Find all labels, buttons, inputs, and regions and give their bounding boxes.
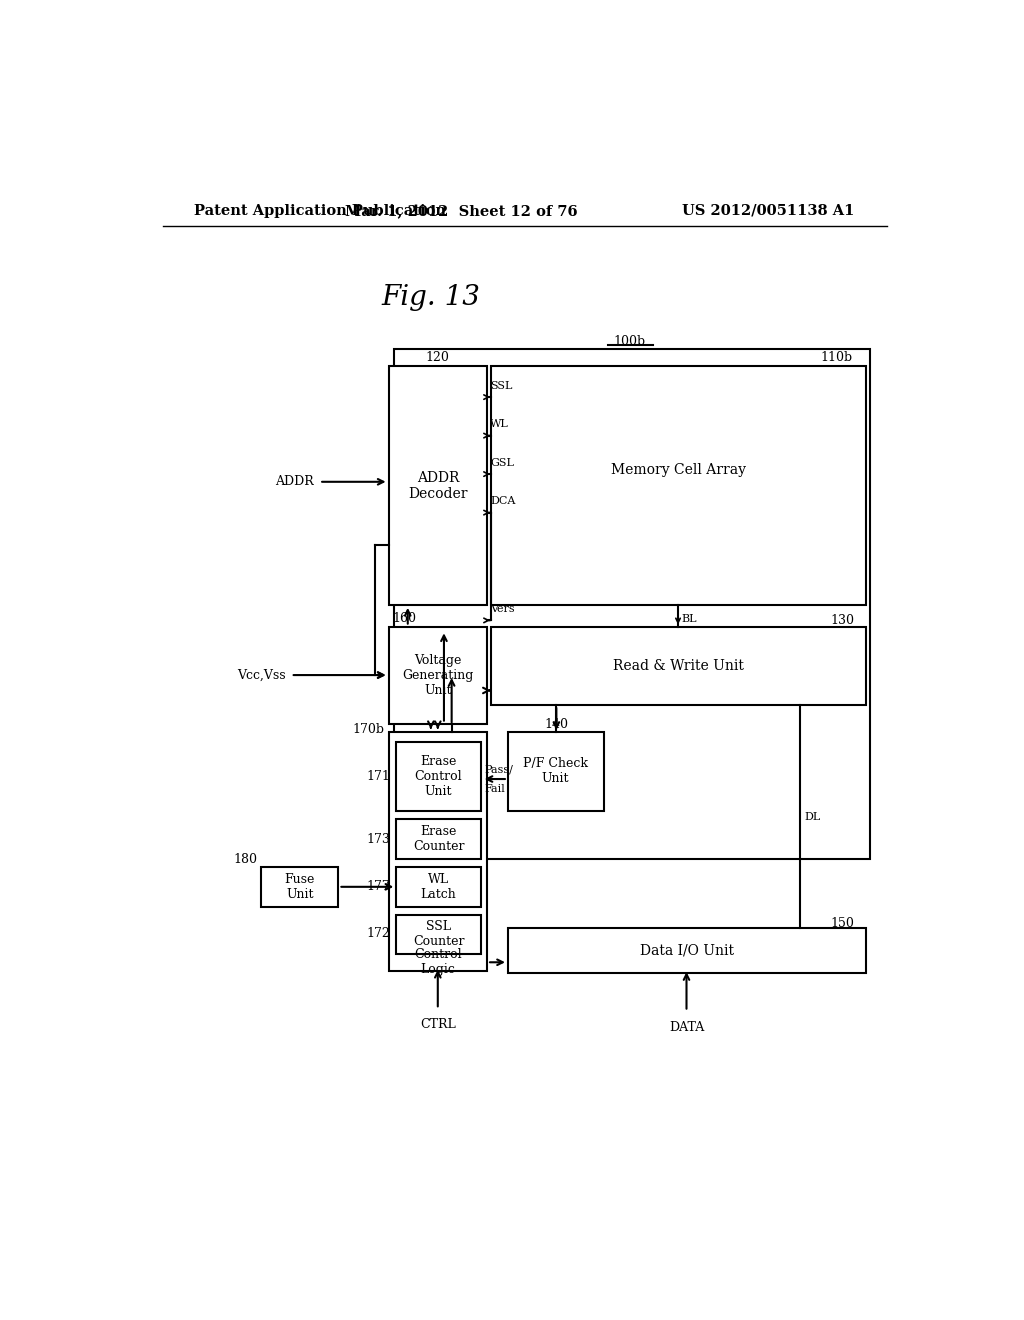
Text: Mar. 1, 2012  Sheet 12 of 76: Mar. 1, 2012 Sheet 12 of 76 bbox=[345, 203, 578, 218]
Text: Vers: Vers bbox=[490, 605, 515, 614]
Text: Fig. 13: Fig. 13 bbox=[381, 284, 480, 310]
Bar bbox=[490, 367, 866, 605]
Text: Erase
Counter: Erase Counter bbox=[413, 825, 464, 853]
Text: 100b: 100b bbox=[613, 335, 645, 348]
Text: 140: 140 bbox=[545, 718, 568, 731]
Text: 173: 173 bbox=[367, 833, 390, 846]
Text: GSL: GSL bbox=[490, 458, 514, 469]
Text: WL
Latch: WL Latch bbox=[421, 873, 457, 900]
Text: Fail: Fail bbox=[484, 784, 505, 793]
Bar bbox=[388, 733, 487, 970]
Text: Pass/: Pass/ bbox=[484, 764, 513, 775]
Text: DL: DL bbox=[804, 812, 820, 822]
Bar bbox=[508, 928, 866, 973]
Bar bbox=[388, 627, 487, 725]
Text: Control
Logic: Control Logic bbox=[414, 948, 462, 977]
Text: Erase
Control
Unit: Erase Control Unit bbox=[415, 755, 463, 799]
Bar bbox=[490, 627, 866, 705]
Text: 177: 177 bbox=[367, 880, 390, 894]
Text: SSL
Counter: SSL Counter bbox=[413, 920, 464, 948]
Text: Read & Write Unit: Read & Write Unit bbox=[612, 659, 743, 673]
Text: DATA: DATA bbox=[669, 1020, 705, 1034]
Text: Data I/O Unit: Data I/O Unit bbox=[640, 944, 733, 958]
Text: DCA: DCA bbox=[490, 496, 515, 507]
Bar bbox=[396, 818, 481, 859]
Bar bbox=[396, 915, 481, 954]
Text: Vcc,Vss: Vcc,Vss bbox=[238, 668, 286, 681]
Text: 120: 120 bbox=[425, 351, 449, 363]
Text: ADDR
Decoder: ADDR Decoder bbox=[408, 470, 468, 500]
Text: 150: 150 bbox=[830, 916, 854, 929]
Text: 130: 130 bbox=[830, 614, 854, 627]
Bar bbox=[394, 350, 869, 859]
Bar bbox=[396, 742, 481, 812]
Text: Voltage
Generating
Unit: Voltage Generating Unit bbox=[402, 653, 473, 697]
Text: P/F Check
Unit: P/F Check Unit bbox=[523, 758, 588, 785]
Text: Patent Application Publication: Patent Application Publication bbox=[194, 203, 445, 218]
Text: Fuse
Unit: Fuse Unit bbox=[285, 873, 315, 900]
Text: ADDR: ADDR bbox=[275, 475, 313, 488]
Text: 180: 180 bbox=[233, 853, 258, 866]
Bar bbox=[388, 367, 487, 605]
Text: SSL: SSL bbox=[490, 381, 513, 391]
Bar bbox=[508, 733, 604, 812]
Text: US 2012/0051138 A1: US 2012/0051138 A1 bbox=[682, 203, 854, 218]
Text: WL: WL bbox=[490, 420, 509, 429]
Text: Memory Cell Array: Memory Cell Array bbox=[610, 463, 745, 478]
Bar bbox=[396, 867, 481, 907]
Text: BL: BL bbox=[681, 614, 696, 624]
Text: 160: 160 bbox=[392, 612, 417, 626]
Text: 171: 171 bbox=[367, 770, 390, 783]
Text: 110b: 110b bbox=[820, 351, 853, 363]
Text: 172: 172 bbox=[367, 927, 390, 940]
Text: CTRL: CTRL bbox=[420, 1019, 456, 1031]
Bar bbox=[261, 867, 339, 907]
Text: 170b: 170b bbox=[352, 723, 385, 737]
